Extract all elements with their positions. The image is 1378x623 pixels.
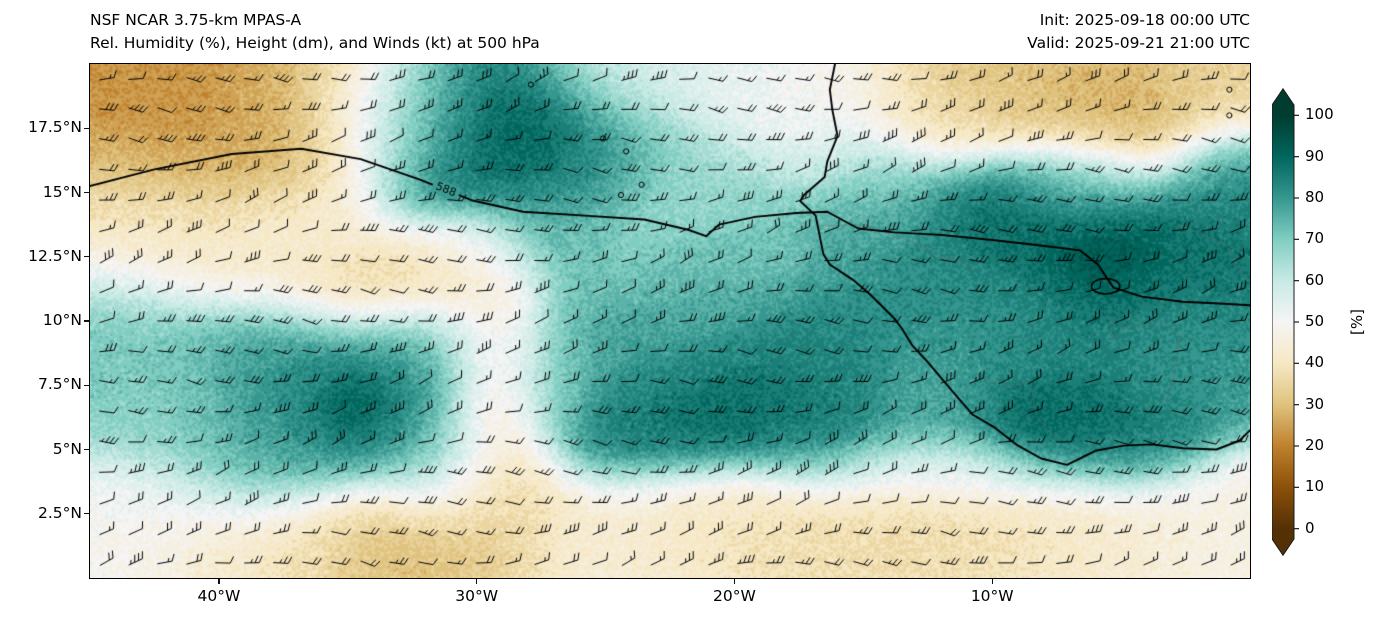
x-tick-mark <box>476 579 478 584</box>
x-tick-label: 20°W <box>713 587 756 605</box>
y-tick-mark <box>84 256 89 258</box>
y-tick-label: 5°N <box>52 439 82 458</box>
y-tick-label: 12.5°N <box>28 246 82 265</box>
valid-time: Valid: 2025-09-21 21:00 UTC <box>1027 34 1250 52</box>
x-tick-mark <box>218 579 220 584</box>
colorbar-tick-label: 60 <box>1305 270 1325 289</box>
y-tick-label: 17.5°N <box>28 118 82 137</box>
y-tick-mark <box>84 320 89 322</box>
colorbar <box>1271 87 1302 557</box>
colorbar-tick-label: 70 <box>1305 229 1325 248</box>
colorbar-tick-label: 80 <box>1305 188 1325 206</box>
x-tick-label: 10°W <box>970 587 1014 605</box>
y-tick-label: 7.5°N <box>38 375 82 394</box>
colorbar-tick-label: 20 <box>1305 436 1325 454</box>
init-time: Init: 2025-09-18 00:00 UTC <box>1039 11 1250 29</box>
y-tick-mark <box>84 127 89 129</box>
y-tick-mark <box>84 384 89 386</box>
colorbar-tick-label: 90 <box>1305 146 1325 165</box>
x-tick-mark <box>733 579 736 584</box>
colorbar-tick-label: 30 <box>1305 394 1325 413</box>
colorbar-gradient <box>1271 87 1299 557</box>
header-right: Init: 2025-09-18 00:00 UTC Valid: 2025-09… <box>1027 9 1250 55</box>
x-tick-label: 30°W <box>455 587 499 605</box>
colorbar-tick-label: 10 <box>1305 477 1325 496</box>
header-left: NSF NCAR 3.75-km MPAS-A Rel. Humidity (%)… <box>90 9 540 55</box>
colorbar-unit-label: [%] <box>1348 309 1366 335</box>
colorbar-tick-label: 50 <box>1305 312 1325 330</box>
map-frame <box>89 63 1251 579</box>
y-tick-label: 10°N <box>42 311 82 329</box>
map-canvas <box>90 64 1250 578</box>
y-tick-mark <box>84 191 89 194</box>
colorbar-tick-label: 0 <box>1305 518 1315 537</box>
y-tick-mark <box>84 448 89 451</box>
y-tick-label: 2.5°N <box>38 503 82 522</box>
field-title: Rel. Humidity (%), Height (dm), and Wind… <box>90 34 540 52</box>
y-tick-mark <box>84 513 89 515</box>
colorbar-tick-label: 40 <box>1305 353 1325 372</box>
x-tick-label: 40°W <box>197 587 241 605</box>
model-title: NSF NCAR 3.75-km MPAS-A <box>90 11 302 29</box>
x-tick-mark <box>991 579 993 584</box>
colorbar-tick-label: 100 <box>1305 105 1334 124</box>
y-tick-label: 15°N <box>42 182 82 201</box>
